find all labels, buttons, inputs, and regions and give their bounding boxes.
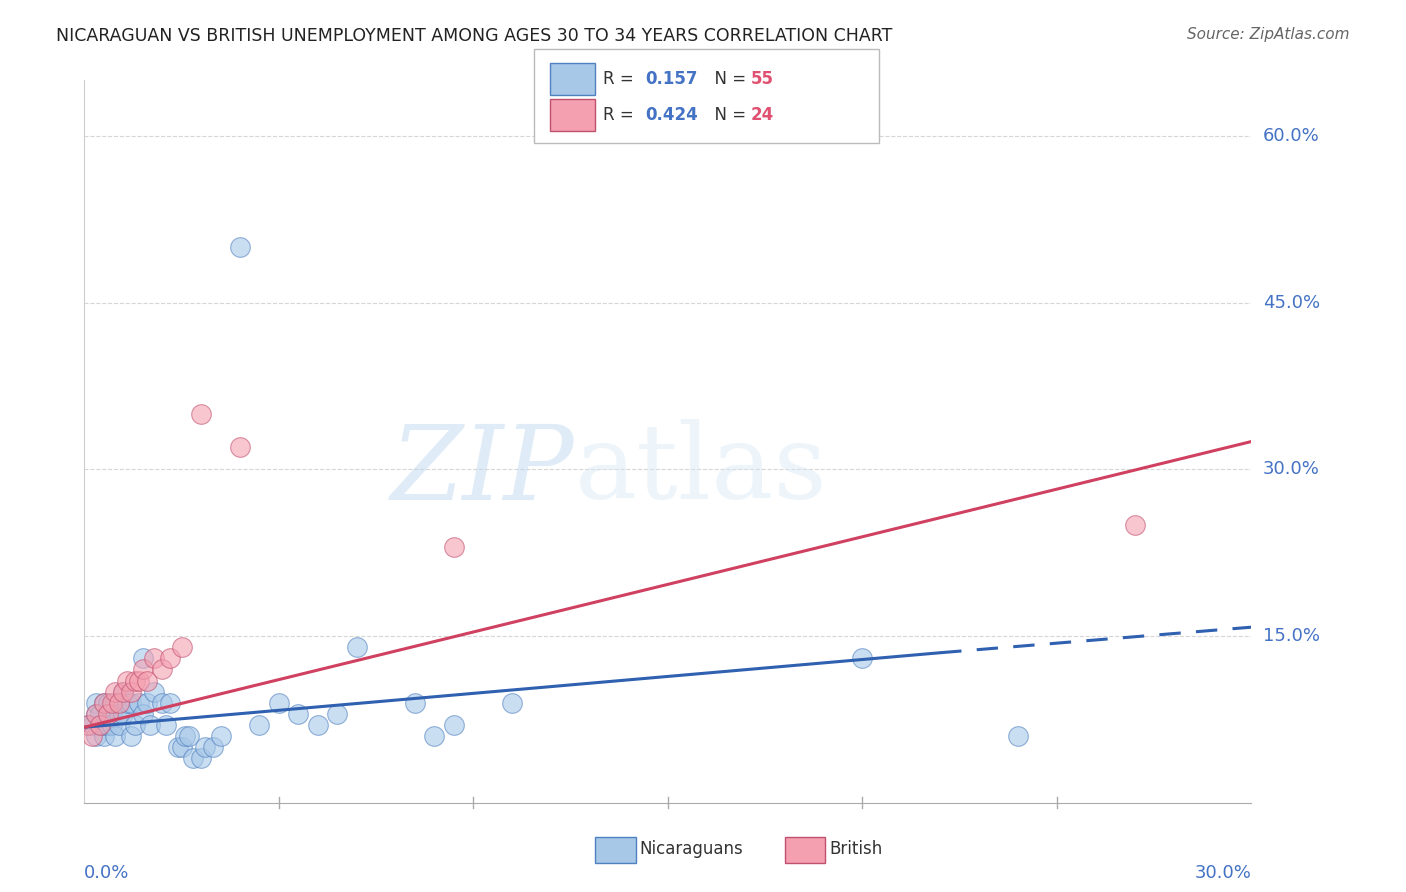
Text: 30.0%: 30.0% [1195,864,1251,882]
Point [128,673,150,688]
Point [287,706,309,721]
Point [97,718,120,732]
Point [132,651,155,665]
Point [108,696,131,710]
Point [77,718,100,732]
Point [124,673,146,688]
Text: 15.0%: 15.0% [1263,627,1320,645]
Point [346,640,368,655]
Point [194,740,217,755]
Point [115,673,138,688]
Point [155,718,177,732]
Point [108,718,131,732]
Point [100,696,122,710]
Point [100,706,122,721]
Point [93,729,115,743]
Text: NICARAGUAN VS BRITISH UNEMPLOYMENT AMONG AGES 30 TO 34 YEARS CORRELATION CHART: NICARAGUAN VS BRITISH UNEMPLOYMENT AMONG… [56,27,893,45]
Point [132,662,155,676]
Point [89,706,111,721]
Point [84,696,107,710]
Text: R =: R = [603,106,644,124]
Text: British: British [830,840,883,858]
Point [190,751,212,765]
Text: 45.0%: 45.0% [1263,293,1320,311]
Point [120,684,142,698]
Point [128,696,150,710]
Point [97,706,120,721]
Point [89,718,111,732]
Point [143,684,166,698]
Point [104,684,127,698]
Point [139,718,162,732]
Text: N =: N = [704,106,752,124]
Text: N =: N = [704,70,752,88]
Point [124,718,146,732]
Point [443,718,465,732]
Point [159,651,181,665]
Point [166,740,188,755]
Point [159,696,181,710]
Text: 0.424: 0.424 [645,106,699,124]
Point [104,729,127,743]
Point [112,684,135,698]
Point [443,540,465,554]
Point [179,729,201,743]
Point [112,706,135,721]
Point [135,673,157,688]
Point [267,696,290,710]
Point [97,696,120,710]
Point [143,651,166,665]
Point [84,729,107,743]
Point [89,718,111,732]
Point [190,407,212,421]
Text: Nicaraguans: Nicaraguans [640,840,744,858]
Point [174,729,197,743]
Point [201,740,224,755]
Point [120,696,142,710]
Point [209,729,232,743]
Text: R =: R = [603,70,644,88]
Text: Source: ZipAtlas.com: Source: ZipAtlas.com [1187,27,1350,42]
Point [1123,517,1146,532]
Point [93,718,115,732]
Point [82,729,104,743]
Point [249,718,271,732]
Point [150,696,173,710]
Point [100,718,122,732]
Point [120,729,142,743]
Text: ZIP: ZIP [391,420,575,521]
Point [115,696,138,710]
Point [307,718,329,732]
Point [93,696,115,710]
Point [170,640,193,655]
Text: 55: 55 [751,70,773,88]
Point [135,696,157,710]
Point [77,718,100,732]
Text: 0.157: 0.157 [645,70,697,88]
Point [82,718,104,732]
Text: atlas: atlas [575,419,827,522]
Text: 0.0%: 0.0% [84,864,129,882]
Point [1007,729,1029,743]
Point [326,706,349,721]
Point [501,696,523,710]
Point [150,662,173,676]
Point [851,651,873,665]
Point [108,706,131,721]
Point [404,696,426,710]
Point [423,729,446,743]
Point [84,706,107,721]
Point [181,751,204,765]
Point [104,696,127,710]
Point [112,684,135,698]
Point [170,740,193,755]
Text: 30.0%: 30.0% [1263,460,1320,478]
Point [229,240,252,254]
Point [84,706,107,721]
Point [132,706,155,721]
Text: 24: 24 [751,106,775,124]
Point [93,696,115,710]
Point [229,440,252,454]
Text: 60.0%: 60.0% [1263,127,1320,145]
